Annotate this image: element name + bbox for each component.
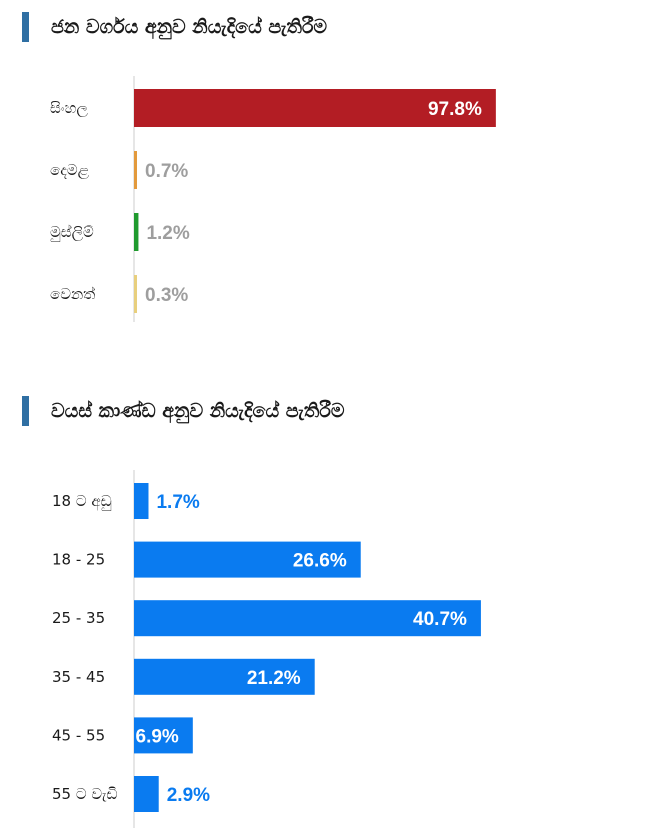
ethnicity-section-title: ජන වර්ගය අනුව නියැදියේ පැතිරීම <box>22 12 327 42</box>
bar-item-1 <box>134 89 496 127</box>
value-label: 97.8% <box>428 99 482 120</box>
title-accent-bar <box>22 12 29 42</box>
category-label: 35 - 45 <box>52 668 105 686</box>
value-label: 0.3% <box>145 285 188 306</box>
age-bar-chart: 18 ට අඩු 1.7% 18 - 25 26.6% 25 - 35 40.7% 35 -… <box>52 470 481 828</box>
title-accent-bar <box>22 396 29 426</box>
age-title-text: වයස් කාණ්ඩ අනුව නියැදියේ පැතිරීම <box>51 400 345 422</box>
category-label: 18 - 25 <box>52 551 105 569</box>
value-label: 1.2% <box>146 223 189 244</box>
bar-item-3 <box>134 600 481 637</box>
value-label: 21.2% <box>247 668 301 689</box>
bar-item-1 <box>134 483 149 519</box>
ethnicity-title-text: ජන වර්ගය අනුව නියැදියේ පැතිරීම <box>51 16 328 38</box>
value-label: 2.9% <box>167 785 210 806</box>
bar-item-5 <box>134 717 193 754</box>
category-label: 55 ට වැඩි <box>52 785 118 803</box>
category-label: මුස්ලිම් <box>50 223 94 242</box>
age-section-title: වයස් කාණ්ඩ අනුව නියැදියේ පැතිරීම <box>22 396 345 426</box>
category-label: 18 ට අඩු <box>52 492 112 511</box>
bar-item-6 <box>134 776 159 812</box>
value-label: 6.9% <box>136 726 179 747</box>
ethnicity-bar-chart: සිංහල 97.8% දෙමළ 0.7% මුස්ලිම් 1.2% වෙනත් 0.3% <box>50 76 496 322</box>
category-label: දෙමළ <box>50 161 90 179</box>
bar-item-3 <box>134 213 139 251</box>
value-label: 1.7% <box>156 492 199 513</box>
bar-item-4 <box>134 275 137 313</box>
bar-item-4 <box>134 658 315 695</box>
category-label: 25 - 35 <box>52 609 105 627</box>
value-label: 40.7% <box>413 609 467 630</box>
category-label: සිංහල <box>50 99 88 117</box>
category-label: වෙනත් <box>50 285 95 303</box>
value-label: 0.7% <box>145 161 188 182</box>
bar-item-2 <box>134 541 361 578</box>
category-label: 45 - 55 <box>52 726 105 744</box>
value-label: 26.6% <box>293 551 347 572</box>
bar-item-2 <box>134 151 137 189</box>
